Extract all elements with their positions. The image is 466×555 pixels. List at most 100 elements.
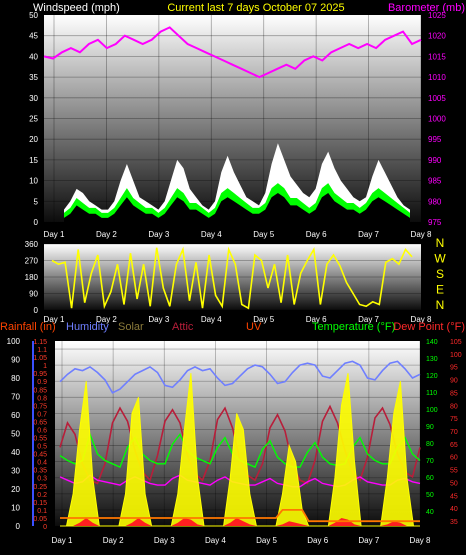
dew-point-tick-label: 75	[450, 416, 458, 423]
barometer-tick-label: 990	[428, 156, 442, 165]
humidity-tick-label: 90	[11, 356, 20, 365]
wind-direction-series	[51, 246, 413, 310]
humidity-tick-label: 30	[11, 467, 20, 476]
sensor-day-label: Day 5	[256, 536, 277, 545]
direction-tick-label: 90	[29, 290, 38, 299]
direction-day-label: Day 4	[201, 315, 222, 324]
temperature-tick-label: 140	[426, 339, 438, 346]
wind-tick-label: 10	[29, 177, 38, 186]
temperature-tick-label: 80	[426, 441, 434, 448]
direction-day-label: Day 5	[253, 315, 274, 324]
barometer-tick-label: 975	[428, 218, 442, 227]
rainfall-tick-label: 0.1	[37, 508, 47, 515]
direction-day-label: Day 3	[148, 315, 169, 324]
barometer-tick-label: 1015	[428, 52, 446, 61]
legend-uv: UV	[246, 321, 262, 333]
wind-day-label: Day 8	[411, 230, 432, 239]
sensor-day-label: Day 2	[103, 536, 124, 545]
rainfall-tick-label: 1	[43, 363, 47, 370]
rainfall-tick-label: 0.5	[37, 444, 47, 451]
wind-day-label: Day 4	[201, 230, 222, 239]
temperature-tick-label: 100	[426, 407, 438, 414]
legend-rainfall: Rainfall (in)	[0, 321, 56, 333]
uv-series	[60, 518, 420, 526]
wind-day-label: Day 6	[306, 230, 327, 239]
barometer-tick-label: 1020	[428, 32, 446, 41]
dew-point-tick-label: 95	[450, 365, 458, 372]
barometer-tick-label: 1005	[428, 94, 446, 103]
humidity-series	[59, 360, 421, 394]
temperature-tick-label: 110	[426, 390, 437, 397]
barometer-series	[43, 26, 422, 79]
temperature-tick-label: 130	[426, 356, 438, 363]
dew-point-tick-label: 45	[450, 493, 458, 500]
rainfall-tick-label: 0.9	[37, 379, 47, 386]
dew-point-tick-label: 80	[450, 403, 458, 410]
wind-average-series	[64, 193, 410, 222]
rainfall-tick-label: 0.65	[33, 419, 47, 426]
wind-tick-label: 20	[29, 135, 38, 144]
barometer-tick-label: 995	[428, 135, 442, 144]
barometer-tick-label: 1000	[428, 115, 446, 124]
legend: Rainfall (in) Humidity Solar Attic UV Te…	[0, 321, 465, 333]
rainfall-tick-label: 0.55	[33, 436, 47, 443]
rainfall-tick-label: 0.85	[33, 387, 47, 394]
wind-tick-label: 30	[29, 94, 38, 103]
humidity-tick-label: 20	[11, 485, 20, 494]
rainfall-tick-label: 0.7	[37, 411, 47, 418]
barometer-tick-label: 980	[428, 197, 442, 206]
temperature-tick-label: 90	[426, 424, 434, 431]
legend-dew-point: Dew Point (°F)	[393, 321, 465, 333]
direction-tick-label: 270	[25, 257, 39, 266]
rainfall-tick-label: 0.45	[33, 452, 47, 459]
dew-point-tick-label: 65	[450, 442, 458, 449]
dew-point-tick-label: 35	[450, 519, 458, 526]
sensor-day-label: Day 6	[307, 536, 328, 545]
direction-tick-label: 360	[25, 240, 39, 249]
rainfall-tick-label: 0.75	[33, 403, 47, 410]
direction-tick-label: 0	[34, 306, 39, 315]
rainfall-tick-label: 0.25	[33, 484, 47, 491]
wind-tick-label: 40	[29, 52, 38, 61]
compass-label: S	[436, 267, 444, 281]
wind-day-label: Day 1	[44, 230, 65, 239]
legend-attic: Attic	[172, 321, 194, 333]
dew-point-tick-label: 90	[450, 378, 458, 385]
dew-point-tick-label: 55	[450, 468, 458, 475]
direction-day-label: Day 2	[96, 315, 117, 324]
wind-tick-label: 50	[29, 11, 38, 20]
dew-point-tick-label: 60	[450, 455, 458, 462]
legend-solar: Solar	[118, 321, 144, 333]
rainfall-tick-label: 0.15	[33, 500, 47, 507]
rainfall-tick-label: 1.15	[33, 339, 47, 346]
temperature-tick-label: 40	[426, 509, 434, 516]
dew-point-tick-label: 40	[450, 506, 458, 513]
rainfall-tick-label: 0.05	[33, 516, 47, 523]
dew-point-tick-label: 50	[450, 480, 458, 487]
barometer-tick-label: 1010	[428, 73, 446, 82]
compass-label: W	[434, 252, 446, 266]
humidity-tick-label: 50	[11, 430, 20, 439]
direction-day-label: Day 1	[44, 315, 65, 324]
temperature-tick-label: 70	[426, 458, 434, 465]
dew-point-tick-label: 105	[450, 339, 462, 346]
humidity-tick-label: 40	[11, 448, 20, 457]
sensor-day-label: Day 3	[154, 536, 175, 545]
humidity-tick-label: 70	[11, 393, 20, 402]
wind-day-label: Day 5	[253, 230, 274, 239]
temperature-tick-label: 50	[426, 492, 434, 499]
wind-tick-label: 15	[29, 156, 38, 165]
rainfall-tick-label: 0.8	[37, 395, 47, 402]
wind-tick-label: 45	[29, 32, 38, 41]
dew-point-tick-label: 70	[450, 429, 458, 436]
humidity-tick-label: 80	[11, 374, 20, 383]
rainfall-tick-label: 1.1	[37, 347, 47, 354]
humidity-tick-label: 10	[11, 504, 20, 513]
wind-tick-label: 0	[34, 218, 39, 227]
barometer-tick-label: 1025	[428, 11, 446, 20]
rainfall-tick-label: 0.6	[37, 427, 47, 434]
barometer-tick-label: 985	[428, 177, 442, 186]
